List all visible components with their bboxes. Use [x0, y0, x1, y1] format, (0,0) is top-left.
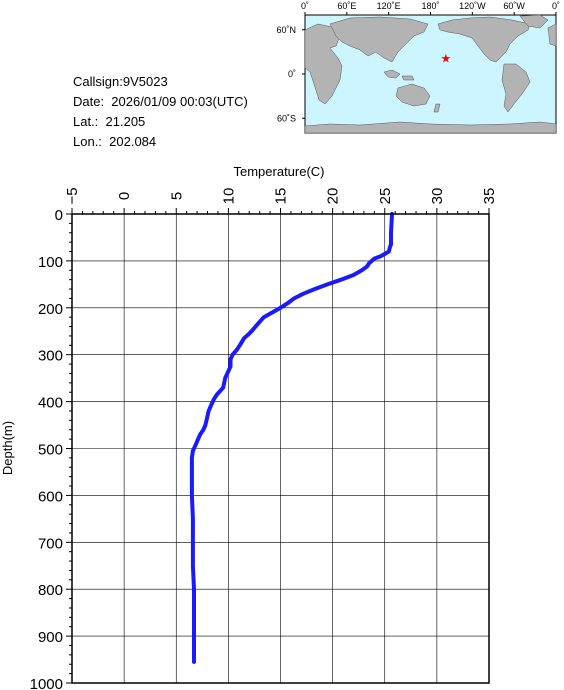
land-australia	[395, 83, 431, 107]
x-tick-label: 5	[168, 192, 185, 200]
x-tick-label: 15	[273, 188, 290, 205]
map-lon-label: 180˚	[421, 1, 439, 11]
y-tick-label: 500	[38, 442, 63, 459]
map-land	[304, 14, 557, 134]
map-lon-label: 120˚W	[459, 1, 486, 11]
y-tick-label: 1000	[30, 676, 63, 690]
land-greenland	[519, 14, 549, 29]
station-info: Callsign:9V5023 Date: 2026/01/09 00:03(U…	[73, 72, 248, 152]
map-lat-label: 60˚S	[277, 113, 296, 123]
y-tick-label: 200	[38, 301, 63, 318]
x-tick-label: 20	[325, 188, 342, 205]
land-europe-east	[547, 23, 557, 47]
chart-grid	[71, 213, 490, 684]
date-text: Date: 2026/01/09 00:03(UTC)	[73, 94, 248, 109]
land-indonesia	[383, 69, 415, 81]
map-lon-label: 120˚E	[377, 1, 401, 11]
y-tick-label: 100	[38, 254, 63, 271]
map-lat-label: 60˚N	[276, 25, 296, 35]
land-asia	[329, 16, 429, 63]
x-tick-label: 10	[220, 188, 237, 205]
land-north-america	[437, 16, 531, 63]
map-labels: 0˚ 60˚E 120˚E 180˚ 120˚W 60˚W 0˚ 60˚N 0˚ 60˚S	[276, 1, 560, 123]
map-lon-label: 0˚	[552, 1, 560, 11]
callsign-text: Callsign:9V5023	[73, 74, 168, 89]
map-lat-label: 0˚	[288, 69, 296, 79]
y-tick-label: 800	[38, 582, 63, 599]
x-tick-label: 35	[481, 188, 498, 205]
x-tick-label: −5	[64, 187, 81, 204]
x-tick-label: 0	[116, 192, 133, 200]
y-tick-label: 700	[38, 535, 63, 552]
y-tick-label: 0	[55, 207, 63, 224]
map-lon-label: 60˚E	[337, 1, 356, 11]
y-tick-label: 900	[38, 629, 63, 646]
lat-text: Lat.: 21.205	[73, 114, 146, 129]
temperature-profile-line	[189, 212, 394, 664]
star-icon: ★	[441, 51, 452, 65]
x-tick-label: 30	[429, 188, 446, 205]
map-lon-label: 60˚W	[503, 1, 525, 11]
y-tick-label: 300	[38, 348, 63, 365]
y-axis-label: Depth(m)	[0, 421, 15, 475]
plot-frame	[71, 213, 490, 684]
land-antarctica	[304, 121, 557, 134]
chart-ticks: −5 0 5 10 15 20 25 30 35010020030040050060070080…	[30, 187, 498, 690]
land-south-america	[501, 63, 531, 113]
land-new-zealand	[433, 103, 441, 113]
y-tick-label: 600	[38, 488, 63, 505]
lon-text: Lon.: 202.084	[73, 134, 157, 149]
chart-series	[189, 212, 394, 664]
y-tick-label: 400	[38, 395, 63, 412]
x-axis-label: Temperature(C)	[233, 164, 324, 179]
map-lon-label: 0˚	[301, 1, 309, 11]
x-tick-label: 25	[377, 188, 394, 205]
